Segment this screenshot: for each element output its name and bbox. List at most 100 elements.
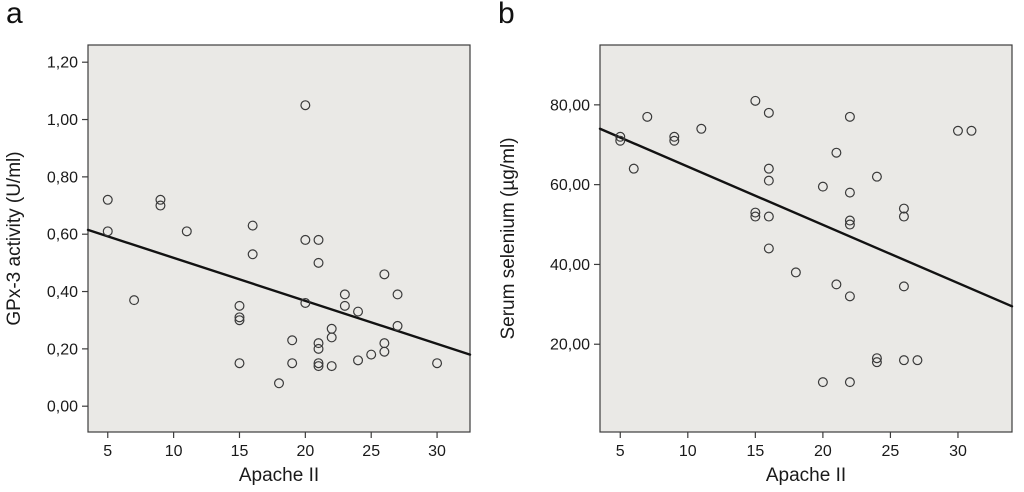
data-point (763, 211, 774, 222)
data-point (844, 111, 855, 122)
data-point (844, 377, 855, 388)
y-tick-label: 0,00 (47, 399, 78, 416)
data-point (300, 298, 311, 309)
data-point (912, 355, 923, 366)
data-point (102, 194, 113, 205)
data-point (379, 269, 390, 280)
y-tick-label: 0,60 (47, 227, 78, 244)
y-tick-label: 0,40 (47, 284, 78, 301)
data-point (313, 358, 324, 369)
data-point (750, 211, 761, 222)
data-point (615, 135, 626, 146)
y-tick-label: 80,00 (550, 97, 590, 114)
data-point (831, 279, 842, 290)
panel-b-letter: b (498, 0, 515, 30)
data-point (966, 125, 977, 136)
data-point (763, 107, 774, 118)
data-point (628, 163, 639, 174)
x-axis-label: Apache II (239, 465, 319, 486)
y-tick-label: 40,00 (550, 257, 590, 274)
data-point (339, 289, 350, 300)
data-point (763, 243, 774, 254)
data-point (234, 315, 245, 326)
x-tick-label: 20 (814, 443, 832, 460)
data-point (234, 300, 245, 311)
data-point (313, 257, 324, 268)
data-point (642, 111, 653, 122)
data-point (366, 349, 377, 360)
data-point (313, 343, 324, 354)
y-tick-label: 20,00 (550, 337, 590, 354)
data-point (763, 175, 774, 186)
x-tick-label: 5 (103, 443, 112, 460)
data-point (313, 338, 324, 349)
data-point (898, 281, 909, 292)
y-tick-label: 1,00 (47, 112, 78, 129)
data-point (181, 226, 192, 237)
data-point (392, 289, 403, 300)
data-point (287, 358, 298, 369)
data-point (274, 378, 285, 389)
regression-line (86, 228, 472, 356)
plot-area (87, 44, 471, 433)
plot-area (599, 44, 1013, 433)
data-point (696, 123, 707, 134)
x-tick-label: 5 (616, 443, 625, 460)
data-point (844, 291, 855, 302)
data-point (669, 131, 680, 142)
data-point (234, 358, 245, 369)
data-point (871, 353, 882, 364)
data-point (155, 194, 166, 205)
data-point (339, 300, 350, 311)
data-point (300, 100, 311, 111)
data-point (750, 95, 761, 106)
data-point (844, 219, 855, 230)
data-point (871, 357, 882, 368)
x-tick-label: 10 (679, 443, 697, 460)
x-axis-label: Apache II (766, 465, 846, 486)
y-tick-label: 0,20 (47, 341, 78, 358)
data-point (379, 346, 390, 357)
data-point (392, 320, 403, 331)
panel-a-letter: a (6, 0, 23, 30)
data-point (952, 125, 963, 136)
data-point (129, 295, 140, 306)
data-point (313, 234, 324, 245)
regression-line (598, 127, 1014, 308)
data-point (287, 335, 298, 346)
x-tick-label: 10 (165, 443, 183, 460)
data-point (155, 200, 166, 211)
y-tick-label: 60,00 (550, 177, 590, 194)
data-point (763, 163, 774, 174)
data-point (871, 171, 882, 182)
y-tick-label: 1,20 (47, 55, 78, 72)
data-point (102, 226, 113, 237)
data-point (247, 220, 258, 231)
x-tick-label: 30 (949, 443, 967, 460)
data-point (353, 355, 364, 366)
data-point (817, 377, 828, 388)
x-tick-label: 15 (231, 443, 249, 460)
data-point (817, 181, 828, 192)
data-point (844, 215, 855, 226)
panel-a: a 0,00 0,20 0,40 0,60 0,80 1,00 1,20 5 10 15 20 25 3… (0, 0, 492, 492)
data-point (790, 267, 801, 278)
data-point (353, 306, 364, 317)
data-point (898, 211, 909, 222)
data-point (898, 355, 909, 366)
x-tick-label: 15 (746, 443, 764, 460)
data-point (247, 249, 258, 260)
data-point (326, 361, 337, 372)
y-tick-label: 0,80 (47, 169, 78, 186)
gpx3-activity-scatter-chart: 0,00 0,20 0,40 0,60 0,80 1,00 1,20 5 10 15 20 25 30 A… (4, 44, 472, 486)
data-point (831, 147, 842, 158)
data-point (898, 203, 909, 214)
serum-selenium-scatter-chart: 20,00 40,00 60,00 80,00 5 10 15 20 25 30 Apache II… (498, 44, 1014, 486)
data-point (615, 131, 626, 142)
y-axis-label: GPx-3 activity (U/ml) (4, 151, 25, 325)
x-tick-label: 25 (362, 443, 380, 460)
data-point (326, 332, 337, 343)
data-point (669, 135, 680, 146)
x-tick-label: 30 (428, 443, 446, 460)
